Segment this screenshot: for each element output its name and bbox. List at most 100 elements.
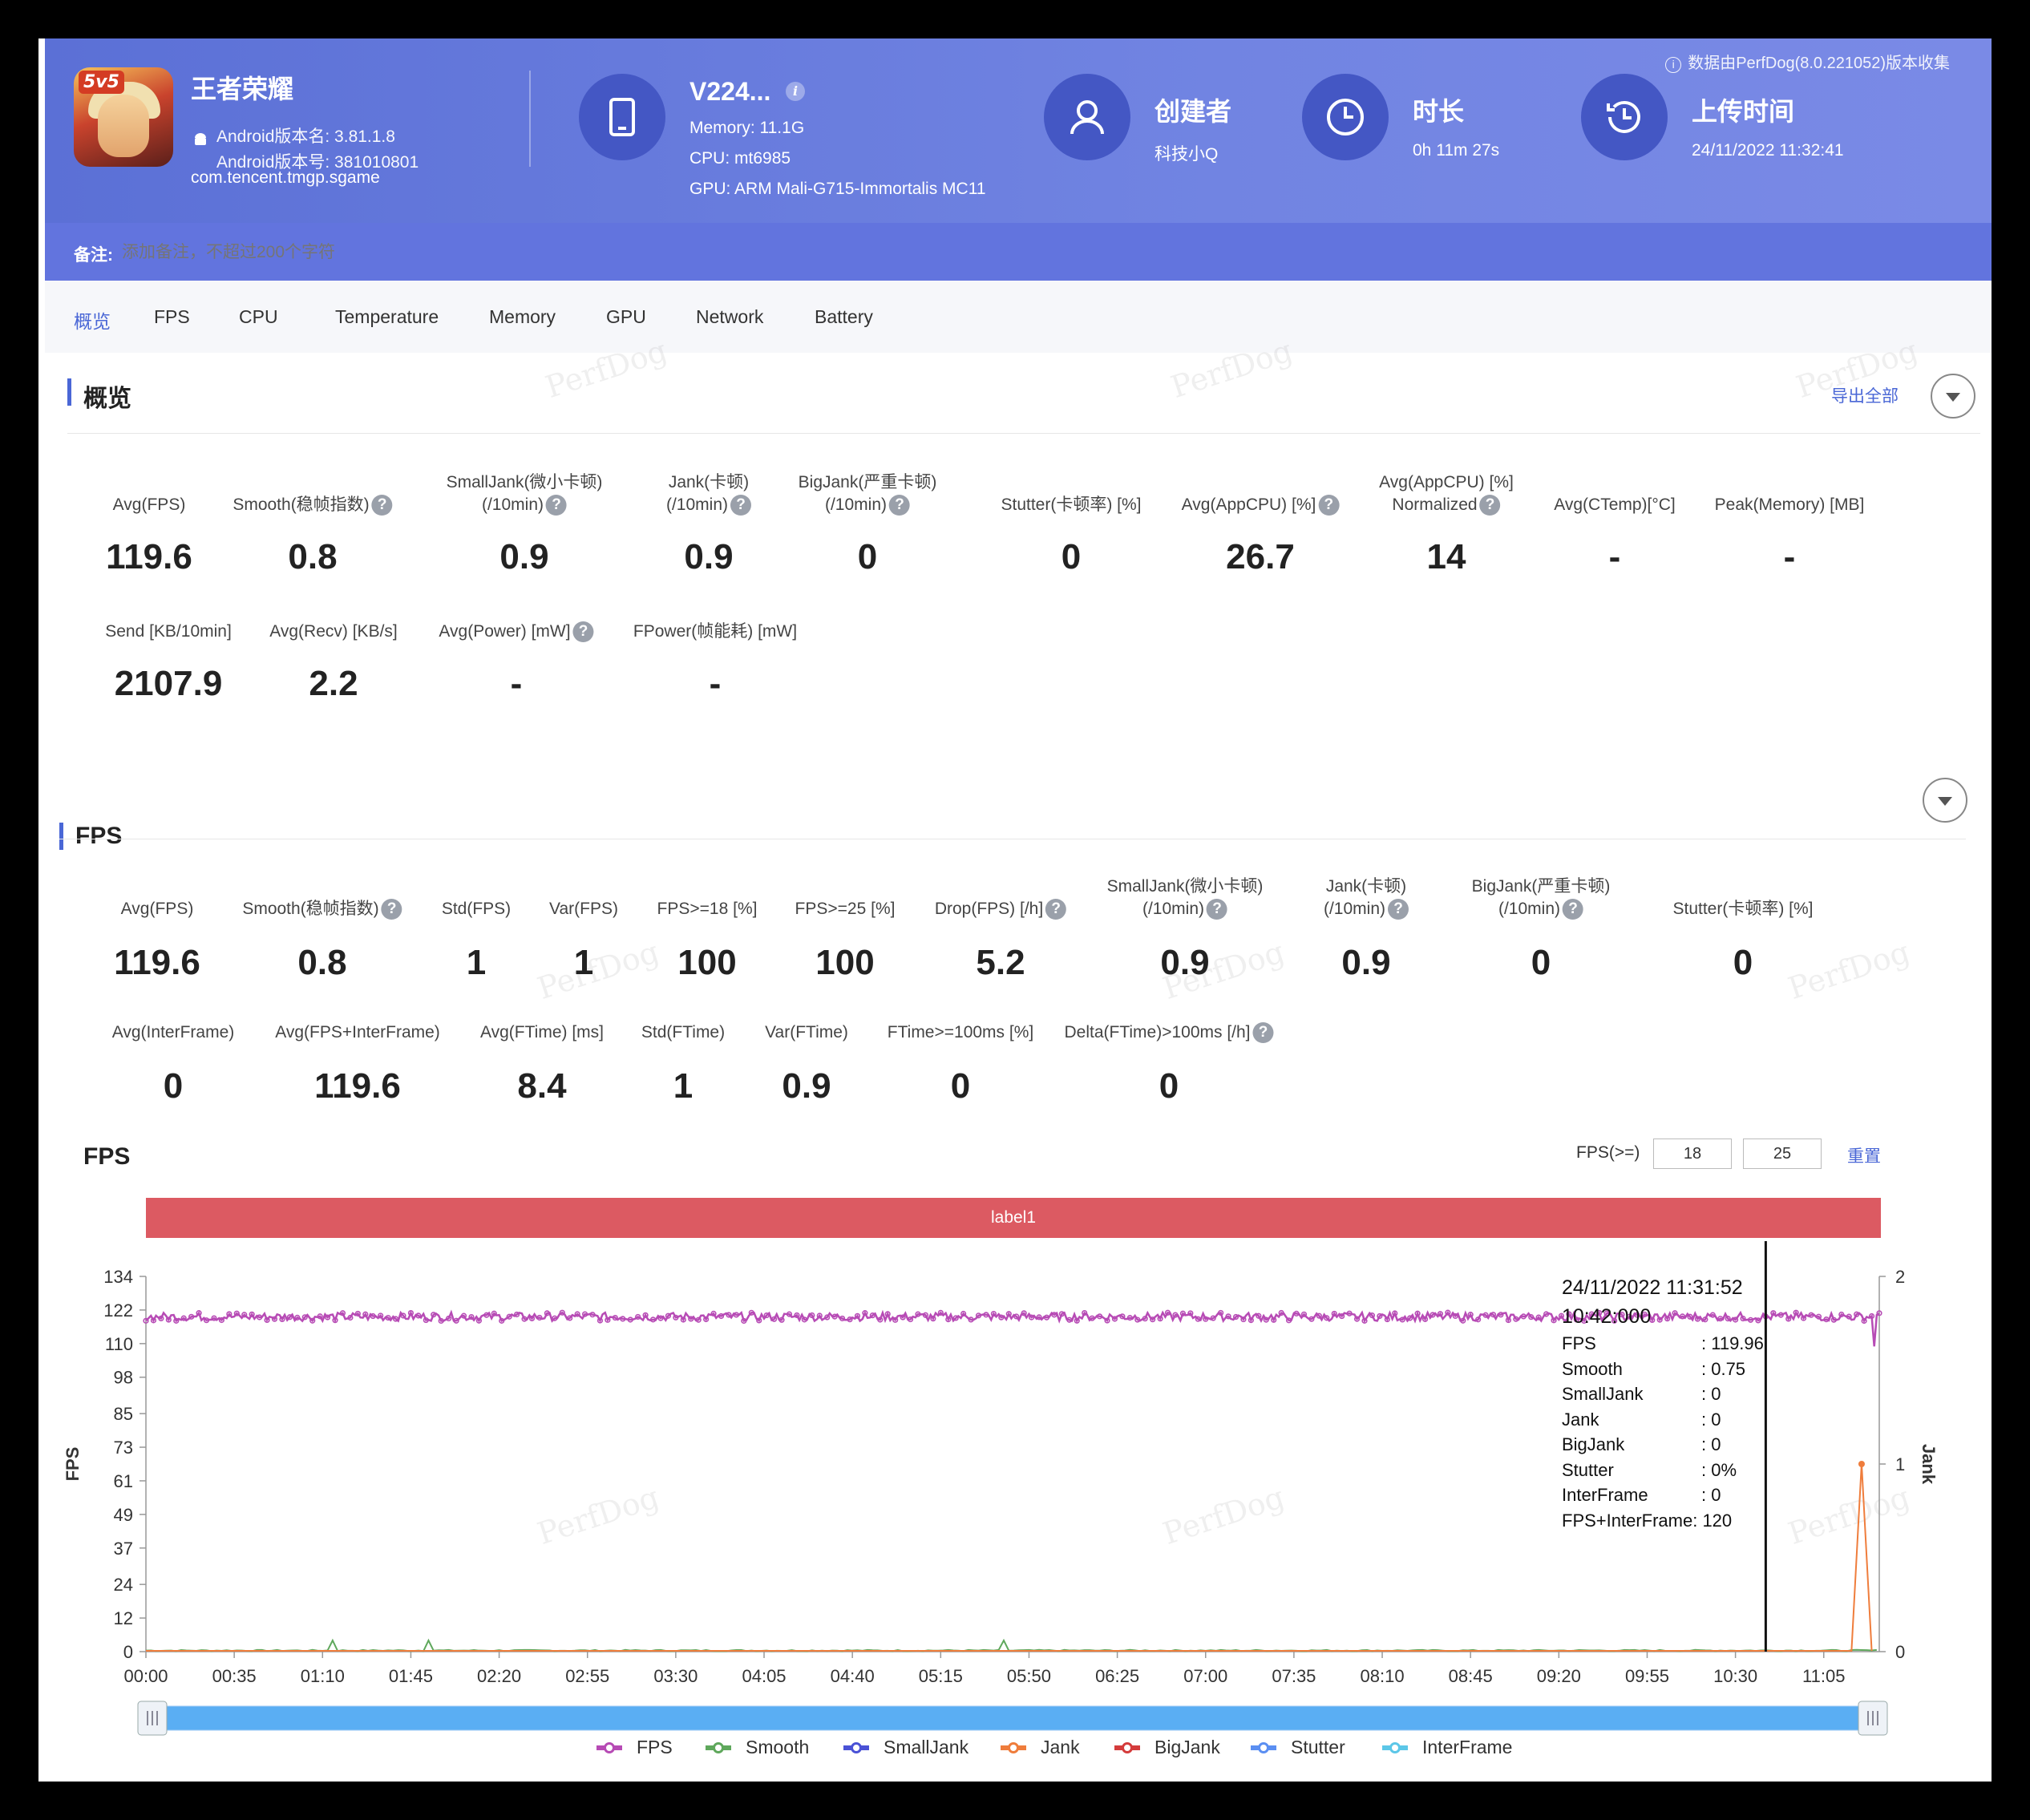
fps-point (816, 1312, 823, 1319)
metric-label: Std(FPS) (442, 898, 511, 920)
help-icon[interactable]: ? (1563, 899, 1584, 920)
app-package: com.tencent.tmgp.sgame (191, 168, 380, 187)
chart-tooltip: 24/11/2022 11:31:52 10:42:000 FPS: 119.9… (1562, 1273, 1770, 1533)
icon-badge: 5v5 (79, 71, 124, 94)
fps-point (1353, 1316, 1361, 1322)
x-tick-label: 01:10 (301, 1666, 345, 1686)
legend-item-stutter[interactable]: Stutter (1251, 1737, 1345, 1758)
notes-input[interactable] (122, 241, 603, 265)
y-tick-label: 0 (123, 1642, 133, 1662)
fps-point (1179, 1310, 1187, 1316)
fps-point (1013, 1313, 1020, 1320)
jank-spike-point (1858, 1461, 1865, 1467)
tab-overview[interactable]: 概览 (74, 311, 111, 332)
fps-point (203, 1317, 210, 1324)
tab-temperature[interactable]: Temperature (335, 306, 439, 327)
legend-item-jank[interactable]: Jank (1001, 1737, 1080, 1758)
metric-label: Peak(Memory) [MB] (1715, 494, 1865, 516)
tooltip-value: : 0% (1701, 1459, 1737, 1480)
export-all-link[interactable]: 导出全部 (1831, 387, 1899, 406)
metric-value: 0.8 (288, 537, 338, 576)
tooltip-value: : 0 (1701, 1434, 1721, 1454)
duration-circle (1302, 74, 1389, 160)
fps-point (1725, 1316, 1731, 1322)
fps-point (1687, 1313, 1693, 1320)
tab-fps[interactable]: FPS (154, 306, 190, 327)
fps-point (884, 1311, 891, 1317)
fps-point (665, 1312, 672, 1319)
series-jank-line (146, 1462, 1873, 1652)
perfdog-report: 5v5 王者荣耀 Android版本名: 3.81.1.8 Android版本号… (38, 38, 1992, 1782)
tab-cpu[interactable]: CPU (239, 306, 278, 327)
fps-point (279, 1316, 285, 1323)
reset-link[interactable]: 重置 (1847, 1147, 1881, 1166)
help-icon[interactable]: ? (572, 621, 594, 643)
metric-label: FTime>=100ms [%] (888, 1021, 1033, 1044)
help-icon[interactable]: ? (730, 495, 752, 516)
fps-point (1225, 1313, 1231, 1320)
fps-collapse-button[interactable] (1923, 778, 1967, 823)
fps-point (1800, 1315, 1807, 1321)
y-tick-label: 49 (114, 1505, 133, 1525)
metric-label: Jank(卡顿) (/10min)? (666, 471, 752, 516)
help-icon[interactable]: ? (1207, 899, 1228, 920)
device-memory: Memory: 11.1G (689, 119, 805, 137)
y2-tick-label: 1 (1895, 1454, 1905, 1474)
overview-collapse-button[interactable] (1931, 374, 1975, 419)
fps-point (499, 1317, 505, 1324)
fps-point (847, 1316, 853, 1323)
info-icon[interactable]: i (786, 82, 805, 101)
fps-point (1407, 1315, 1413, 1321)
metric-label-text: Avg(CTemp)[°C] (1554, 495, 1676, 514)
legend-item-smooth[interactable]: Smooth (706, 1737, 809, 1758)
help-icon[interactable]: ? (381, 899, 402, 920)
legend-item-fps[interactable]: FPS (596, 1737, 673, 1758)
fps-point (794, 1312, 800, 1319)
fps-point (1278, 1309, 1284, 1316)
metric-label-text: FTime>=100ms [%] (887, 1023, 1034, 1041)
fps-point (1096, 1313, 1103, 1320)
x-tick-label: 05:15 (919, 1666, 963, 1686)
metric-label-text: FPS>=18 [%] (657, 900, 758, 918)
help-icon[interactable]: ? (546, 495, 568, 516)
fps-point (1649, 1316, 1656, 1323)
fps-point (1588, 1311, 1595, 1317)
legend-item-interframe[interactable]: InterFrame (1382, 1737, 1512, 1758)
fps-point (1603, 1310, 1610, 1316)
help-icon[interactable]: ? (1318, 495, 1340, 516)
help-icon[interactable]: ? (1388, 899, 1409, 920)
fps-point (930, 1316, 936, 1322)
y-tick-label: 61 (114, 1471, 133, 1491)
help-icon[interactable]: ? (371, 495, 393, 516)
help-icon[interactable]: ? (1252, 1022, 1274, 1044)
label-band[interactable]: label1 (146, 1198, 1881, 1238)
tab-memory[interactable]: Memory (489, 306, 556, 327)
fps-threshold-input-1[interactable] (1653, 1139, 1732, 1169)
fps-threshold-input-2[interactable] (1743, 1139, 1822, 1169)
metric-label: Avg(FPS) (121, 898, 194, 920)
tab-battery[interactable]: Battery (815, 306, 873, 327)
legend-item-smalljank[interactable]: SmallJank (843, 1737, 968, 1758)
help-icon[interactable]: ? (1479, 495, 1501, 516)
metric-value: 119.6 (106, 537, 192, 576)
metric-label-text: Jank(卡顿) (668, 473, 750, 491)
tab-gpu[interactable]: GPU (606, 306, 646, 327)
legend-swatch (843, 1741, 869, 1753)
metric-label: SmallJank(微小卡顿) (/10min)? (447, 471, 602, 516)
metric-label: Jank(卡顿) (/10min)? (1324, 876, 1409, 920)
tooltip-key: Smooth (1562, 1358, 1623, 1379)
tooltip-value: : 0 (1701, 1485, 1721, 1505)
legend-label: Jank (1041, 1737, 1080, 1757)
help-icon[interactable]: ? (889, 495, 911, 516)
metric-label: FPS>=18 [%] (657, 898, 758, 920)
metric-value: 0.9 (782, 1066, 831, 1106)
fps-point (741, 1317, 747, 1325)
fps-point (1293, 1310, 1300, 1316)
legend-marker (1389, 1741, 1401, 1753)
help-icon[interactable]: ? (1045, 899, 1067, 920)
tab-network[interactable]: Network (696, 306, 764, 327)
legend-item-bigjank[interactable]: BigJank (1114, 1737, 1220, 1758)
metric-label: Var(FPS) (549, 898, 618, 920)
app-icon: 5v5 (74, 67, 173, 167)
